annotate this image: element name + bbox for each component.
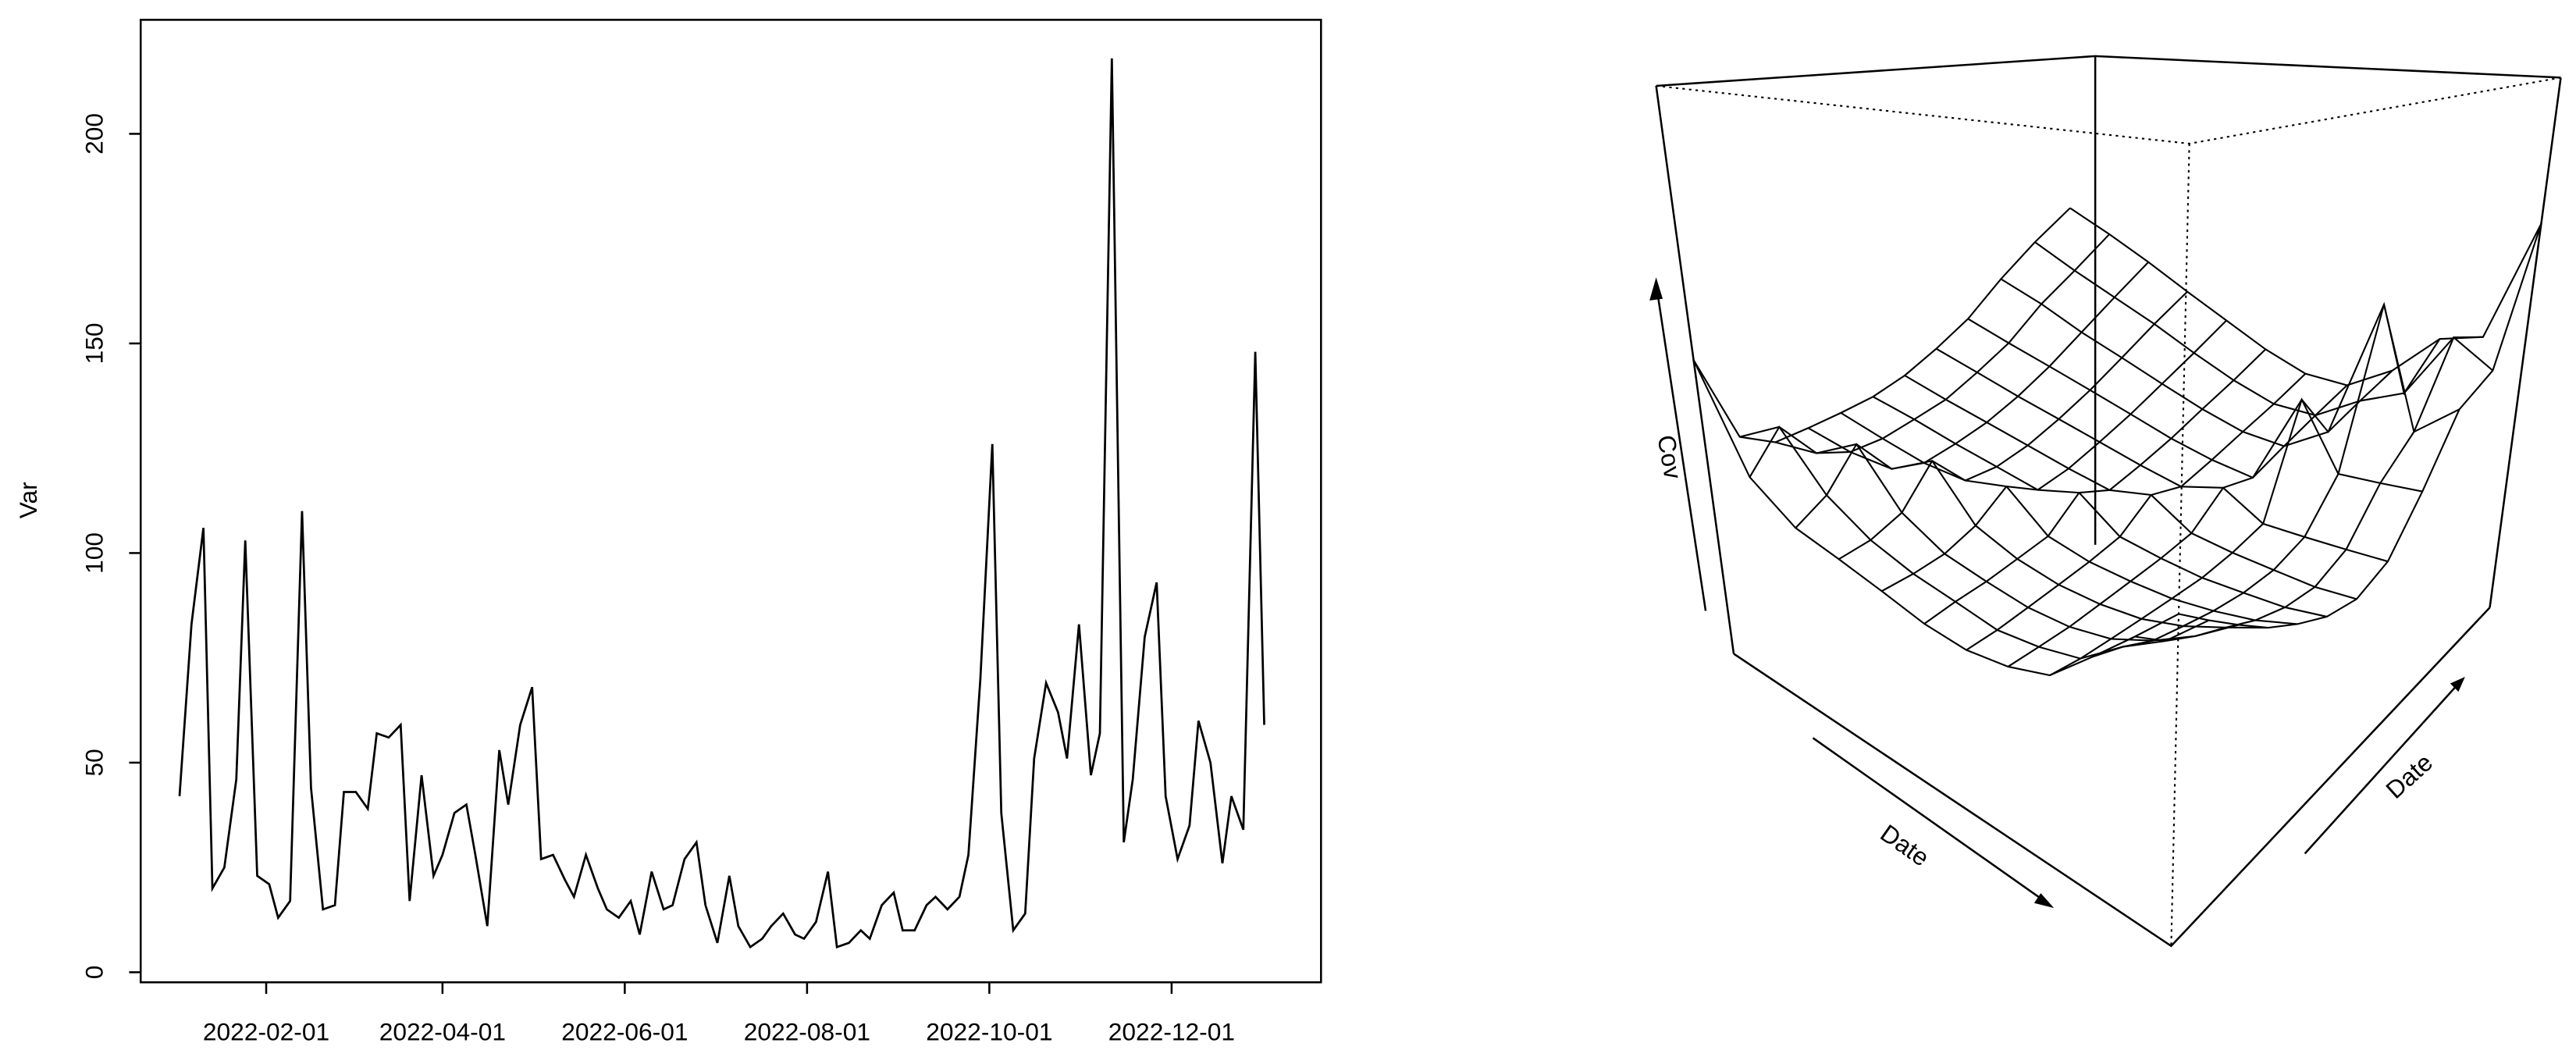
mesh-row bbox=[1881, 319, 2227, 593]
box-edge bbox=[2489, 77, 2562, 608]
box-edge bbox=[1655, 85, 1735, 654]
x-tick-label: 2022-06-01 bbox=[561, 1017, 688, 1045]
mesh-row bbox=[2091, 304, 2441, 658]
mesh-row bbox=[2049, 369, 2393, 676]
mesh-col bbox=[1692, 359, 2179, 677]
x-tick-label: 2022-10-01 bbox=[926, 1017, 1052, 1045]
arrowhead bbox=[2450, 677, 2465, 692]
y-tick-label: 100 bbox=[80, 532, 109, 574]
box-edge bbox=[1656, 55, 2561, 87]
axis-arrows bbox=[1649, 277, 2465, 909]
y-tick-label: 50 bbox=[80, 749, 109, 776]
mesh-row bbox=[2134, 336, 2483, 642]
y-tick-label: 200 bbox=[80, 113, 109, 155]
arrow bbox=[1812, 737, 2048, 904]
x-tick-label: 2022-12-01 bbox=[1108, 1017, 1235, 1045]
y-axis-label: Var bbox=[14, 482, 42, 518]
mesh-row bbox=[1966, 372, 2307, 651]
mesh-col bbox=[1967, 318, 2423, 493]
z-axis-label: Cov bbox=[1652, 432, 1687, 481]
box-edge bbox=[1656, 77, 2561, 145]
x-tick-label: 2022-02-01 bbox=[203, 1017, 329, 1045]
mesh-col bbox=[1775, 441, 2240, 642]
x-tick-label: 2022-04-01 bbox=[379, 1017, 506, 1045]
mesh-col bbox=[1904, 375, 2357, 600]
y-axis-label-3d: Date bbox=[2380, 748, 2438, 804]
box-edge bbox=[1733, 607, 2491, 948]
mesh-col bbox=[1739, 425, 2210, 660]
plot-frame bbox=[139, 19, 1322, 984]
box-3d bbox=[1655, 55, 2562, 948]
mesh-col bbox=[1935, 347, 2389, 563]
mesh-row bbox=[1838, 290, 2188, 561]
box-edge bbox=[2170, 143, 2190, 946]
mesh-col bbox=[1872, 396, 2328, 618]
arrow bbox=[2304, 681, 2461, 855]
mesh-row bbox=[1692, 207, 2071, 443]
arrowhead bbox=[1649, 277, 1663, 301]
mesh-col bbox=[2034, 241, 2494, 417]
y-tick-label: 0 bbox=[80, 966, 109, 980]
y-tick-label: 150 bbox=[80, 322, 109, 364]
mesh-col bbox=[1807, 427, 2268, 629]
mesh-col bbox=[1840, 411, 2298, 625]
data-line bbox=[178, 58, 1265, 949]
mesh-row bbox=[1749, 233, 2110, 478]
mesh-row bbox=[1923, 348, 2267, 625]
mesh-row bbox=[2178, 223, 2542, 629]
mesh-col bbox=[2000, 278, 2460, 447]
arrow bbox=[1655, 283, 1707, 611]
x-tick-label: 2022-08-01 bbox=[744, 1017, 870, 1045]
x-axis-label: Date bbox=[1876, 819, 1935, 872]
mesh-col bbox=[2069, 207, 2542, 386]
arrowhead bbox=[2033, 893, 2055, 909]
